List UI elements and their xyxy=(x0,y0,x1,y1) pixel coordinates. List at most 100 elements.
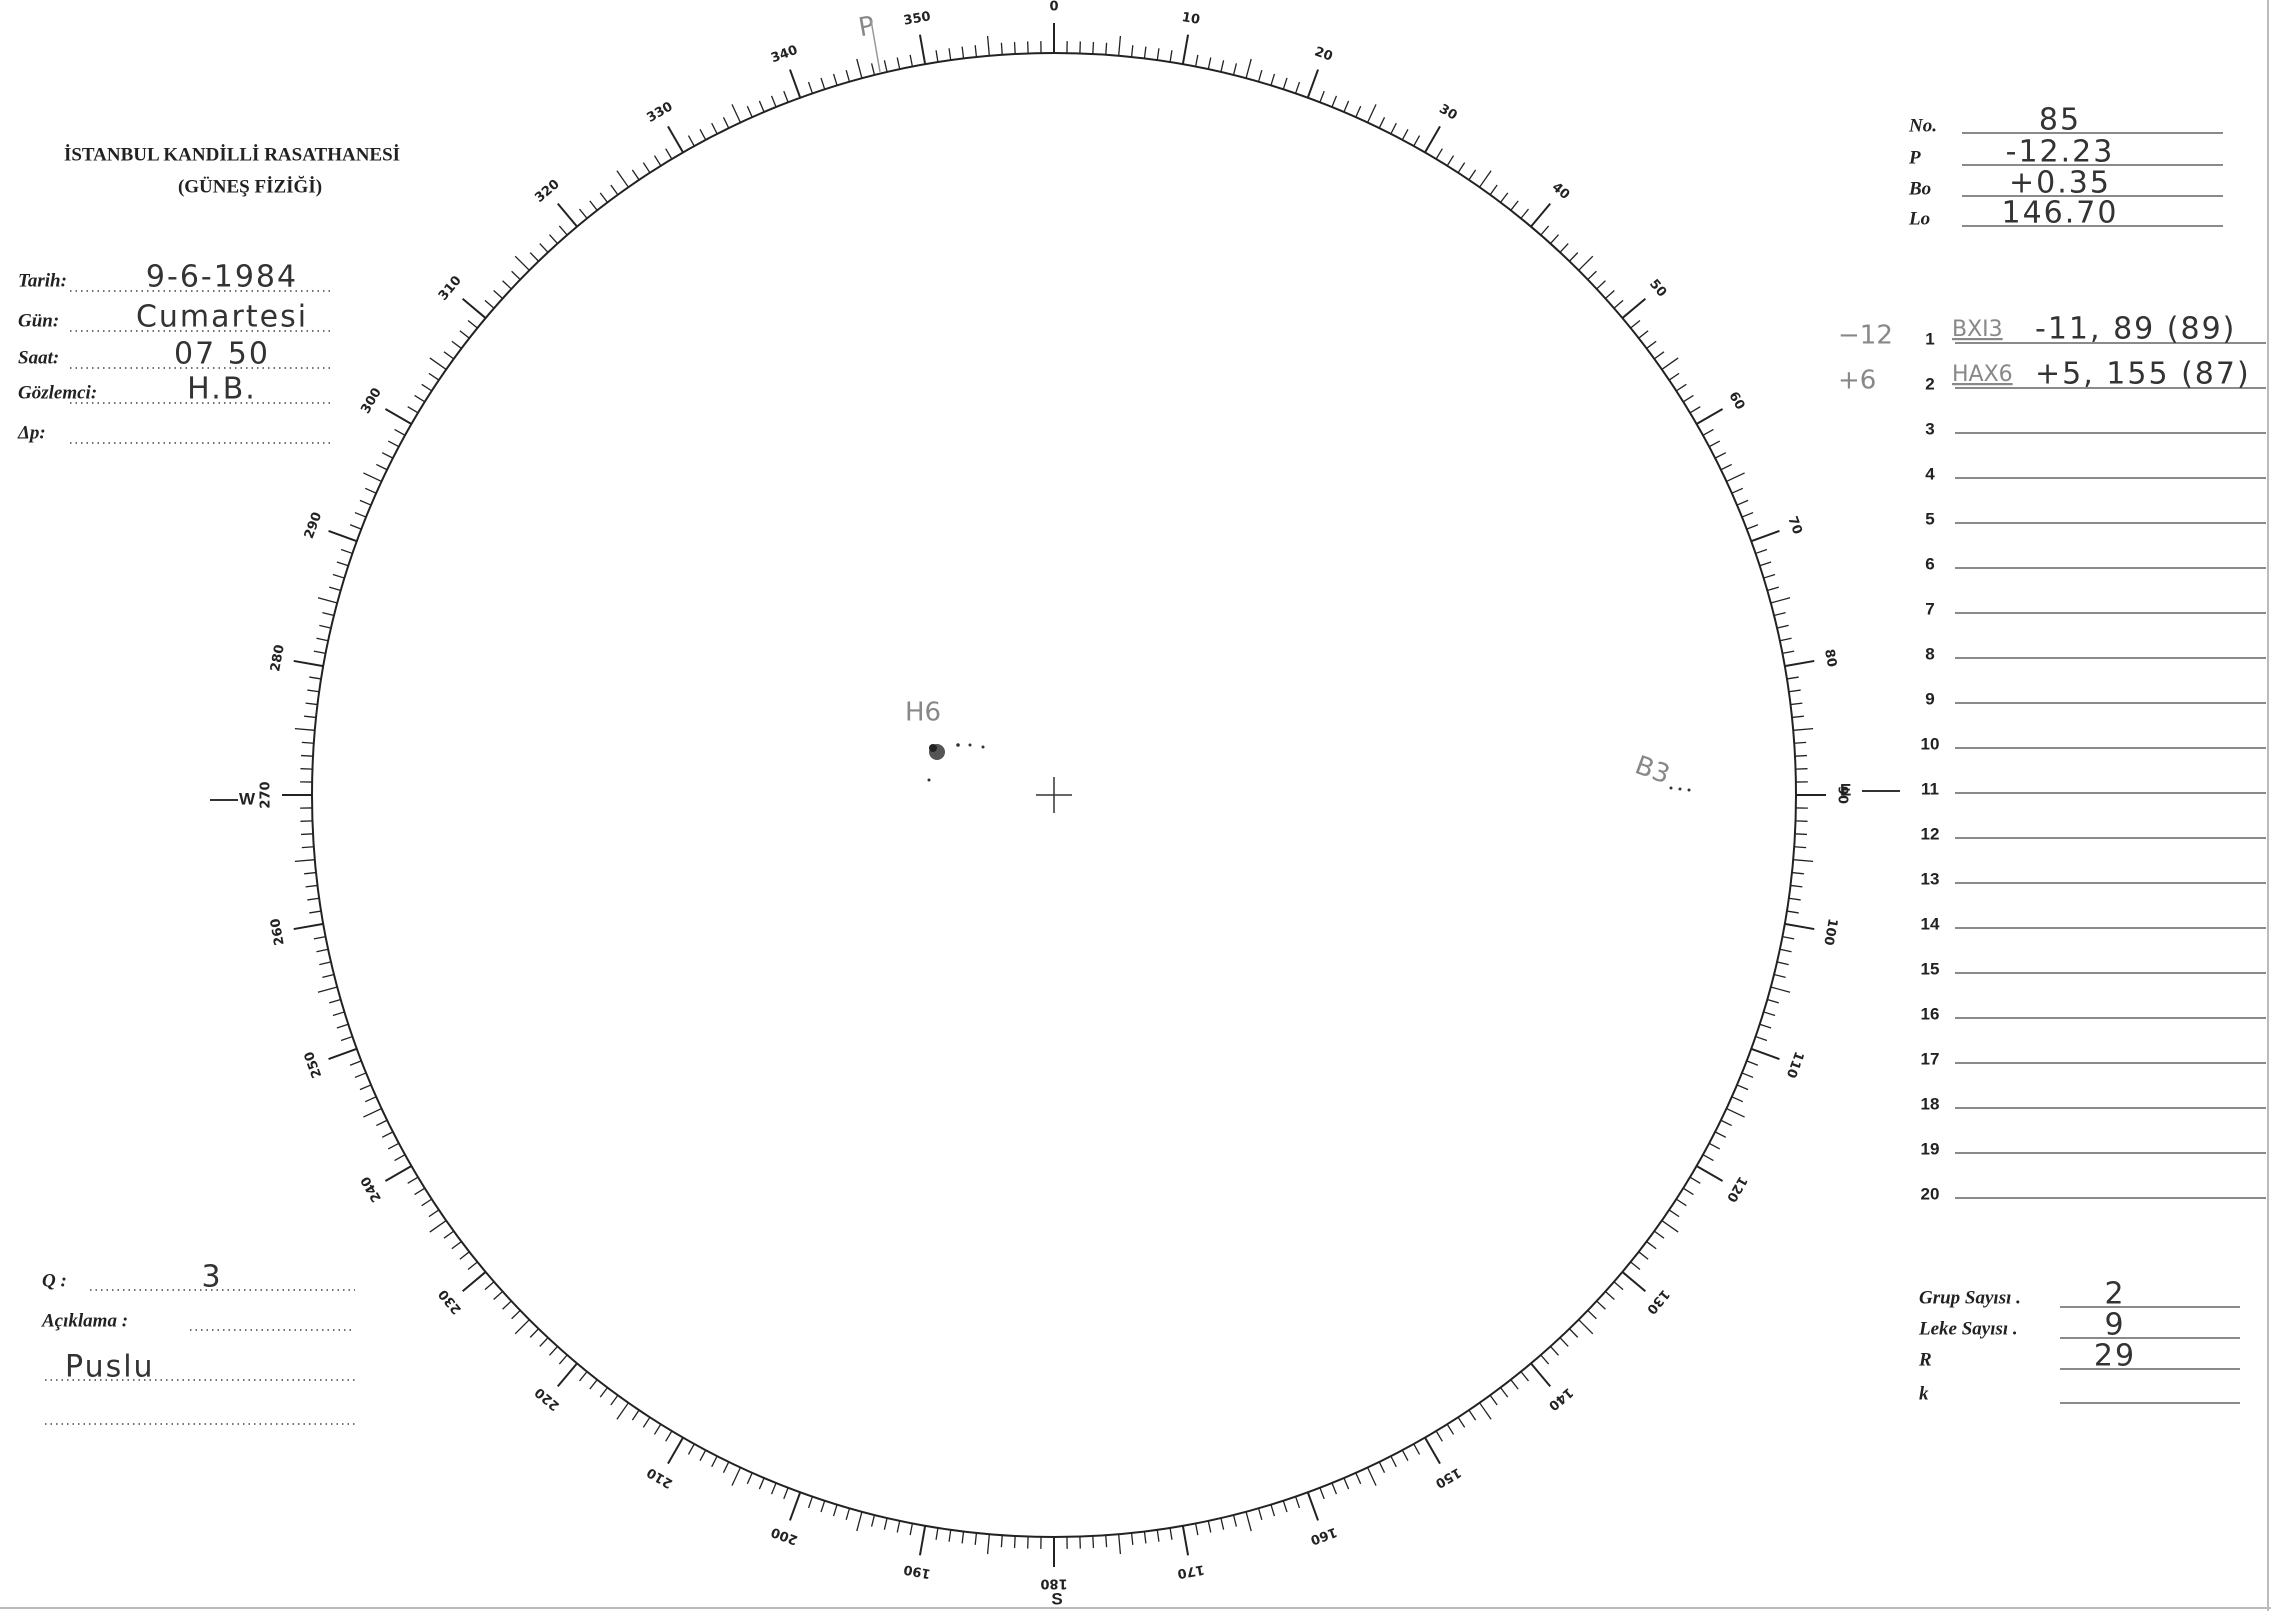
dial-tick xyxy=(1782,935,1795,940)
dial-tick xyxy=(1245,58,1252,79)
group-class: BXI3 xyxy=(1952,317,2003,342)
sunspot xyxy=(1687,788,1691,792)
dial-tick xyxy=(461,1271,487,1292)
dial-tick xyxy=(1130,1532,1134,1545)
dial-tick xyxy=(699,1449,707,1462)
dial-tick xyxy=(1613,299,1624,309)
dial-tick xyxy=(1520,1371,1530,1382)
dial-tick xyxy=(429,357,447,370)
dial-tick xyxy=(1468,169,1477,181)
dial-tick xyxy=(467,1261,478,1271)
dial-tick xyxy=(364,1096,377,1103)
dial-label: 40 xyxy=(1549,180,1573,203)
dial-tick xyxy=(1790,884,1803,888)
dial-tick xyxy=(1755,1035,1768,1042)
dial-tick xyxy=(1118,1534,1122,1555)
dial-tick xyxy=(1786,910,1799,914)
dial-label: 250 xyxy=(302,1049,325,1080)
dial-tick xyxy=(336,1023,349,1029)
dial-tick xyxy=(359,499,372,506)
dial-label: 100 xyxy=(1820,917,1839,946)
dial-tick xyxy=(1245,1511,1252,1532)
dial-tick xyxy=(1401,128,1409,141)
dial-tick xyxy=(1794,846,1807,849)
dial-label: 310 xyxy=(436,273,465,303)
summary-label: Grup Sayısı . xyxy=(1919,1287,2021,1308)
dial-tick xyxy=(1331,95,1338,108)
dial-tick xyxy=(642,1416,651,1428)
dial-tick xyxy=(1702,1154,1714,1162)
dial-tick xyxy=(1668,372,1680,381)
sunspot xyxy=(1678,787,1682,791)
pole-line xyxy=(870,19,881,73)
dial-tick xyxy=(1232,1514,1238,1527)
dial-tick xyxy=(1105,1535,1108,1548)
dial-tick xyxy=(332,1011,345,1017)
dial-tick xyxy=(493,289,504,299)
dial-tick xyxy=(529,252,540,262)
dial-tick xyxy=(589,200,598,211)
dial-label: 10 xyxy=(1181,10,1201,28)
dial-tick xyxy=(1763,1011,1776,1017)
dial-tick xyxy=(307,897,320,901)
dial-tick xyxy=(451,340,462,349)
dial-tick xyxy=(1510,200,1519,211)
dial-tick xyxy=(832,73,838,86)
dial-tick xyxy=(1156,48,1160,61)
dial-tick xyxy=(429,1220,447,1233)
dial-tick xyxy=(935,50,939,63)
dial-tick xyxy=(1750,530,1780,543)
dial-tick xyxy=(1750,1047,1780,1060)
dial-tick xyxy=(1794,833,1808,836)
row-number: 1 xyxy=(1925,329,1934,348)
dial-tick xyxy=(1604,1291,1615,1301)
dial-tick xyxy=(293,659,324,668)
dial-tick xyxy=(1702,428,1714,436)
dial-tick xyxy=(1194,54,1199,67)
dial-tick xyxy=(1366,104,1377,123)
dial-tick xyxy=(1741,511,1754,518)
dial-label: 160 xyxy=(1308,1524,1339,1547)
dial-tick xyxy=(1479,170,1492,188)
dial-tick xyxy=(935,1527,939,1540)
dial-tick xyxy=(616,1402,629,1420)
dial-tick xyxy=(1696,408,1724,425)
summary-label: R xyxy=(1918,1349,1932,1370)
dial-label: 130 xyxy=(1643,1286,1672,1316)
dial-tick xyxy=(1207,57,1212,70)
group-position: +5, 155 (87) xyxy=(2035,357,2251,392)
dial-tick xyxy=(387,440,400,448)
dial-tick xyxy=(1457,162,1466,174)
dial-tick xyxy=(870,63,876,76)
row-number: 15 xyxy=(1921,959,1940,978)
dial-tick xyxy=(1720,463,1732,471)
dial-tick xyxy=(340,1035,353,1042)
dial-tick xyxy=(1257,70,1263,82)
dial-tick xyxy=(1604,289,1615,299)
dial-label: 290 xyxy=(302,510,325,541)
dial-tick xyxy=(845,1508,851,1520)
dial-tick xyxy=(1500,1387,1509,1398)
latitude-note: +6 xyxy=(1838,366,1876,396)
dial-tick xyxy=(1794,741,1807,744)
dial-label: 210 xyxy=(644,1464,675,1491)
dial-tick xyxy=(1596,1300,1606,1310)
dial-tick xyxy=(642,162,651,174)
department: (GÜNEŞ FİZİĞİ) xyxy=(178,175,322,197)
dial-tick xyxy=(1779,948,1792,953)
parameters: No. 85 P -12.23 Bo +0.35 Lo 146.70 xyxy=(1908,103,2223,231)
dial-tick xyxy=(1118,35,1122,56)
dial-tick xyxy=(961,1531,965,1544)
dial-tick xyxy=(1638,1251,1649,1260)
dial-tick xyxy=(746,1472,753,1485)
dial-tick xyxy=(451,1241,462,1250)
dial-tick xyxy=(1714,452,1727,459)
dial-tick xyxy=(301,741,314,744)
dial-tick xyxy=(322,611,335,617)
dial-tick xyxy=(1770,986,1791,993)
row-number: 11 xyxy=(1921,779,1939,798)
dial-tick xyxy=(319,961,332,966)
dial-tick xyxy=(1092,1535,1095,1549)
dial-tick xyxy=(883,1517,888,1530)
